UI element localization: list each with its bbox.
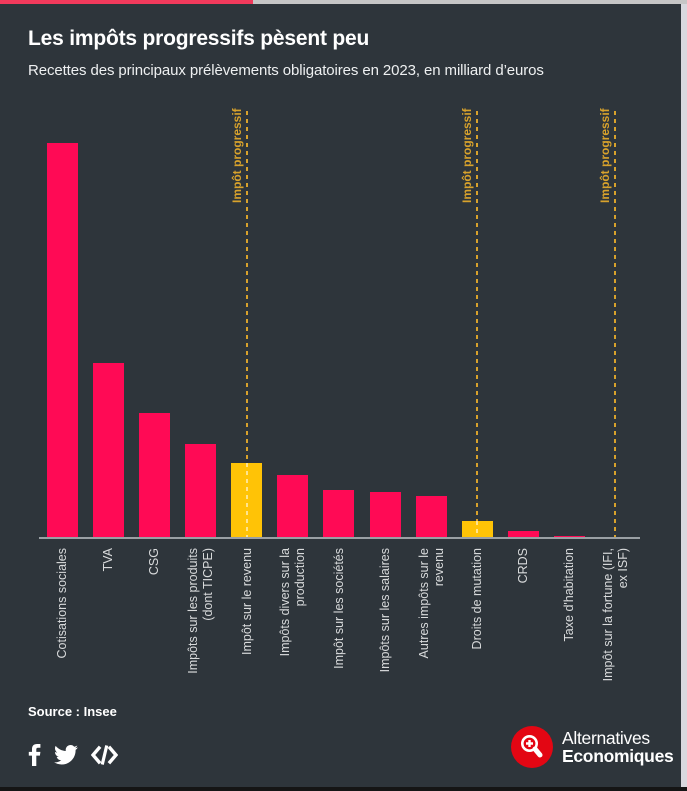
x-tick-label: Taxe d'habitation — [562, 548, 577, 642]
top-bar-gray-segment — [253, 0, 687, 4]
publisher-logo[interactable]: Alternatives Economiques — [511, 726, 674, 768]
logo-text-line1: Alternatives — [562, 728, 650, 748]
bar — [323, 490, 355, 539]
progressive-marker-label: Impôt progressif — [460, 108, 475, 203]
right-edge-strip — [681, 4, 687, 787]
bar — [139, 413, 171, 539]
x-tick-label: Impôt sur les sociétés — [331, 548, 346, 669]
embed-code-icon — [91, 745, 118, 765]
chart-subtitle: Recettes des principaux prélèvements obl… — [28, 62, 544, 79]
x-tick-label: CRDS — [516, 548, 531, 584]
top-bar-pink-segment — [0, 0, 253, 4]
source-label: Source : Insee — [28, 704, 117, 719]
bar — [47, 143, 78, 539]
progressive-marker-line — [245, 111, 248, 539]
chart-title: Les impôts progressifs pèsent peu — [28, 27, 370, 50]
x-axis-line — [39, 537, 640, 539]
x-tick-label: Droits de mutation — [469, 548, 484, 650]
progressive-marker-line-overlay — [476, 521, 479, 539]
x-tick-label: Impôt sur le revenu — [239, 548, 254, 655]
twitter-icon — [54, 745, 78, 765]
x-tick-label: CSG — [147, 548, 162, 576]
progressive-marker-label: Impôt progressif — [229, 108, 244, 203]
bar — [369, 492, 401, 539]
embed-code-button[interactable] — [91, 745, 118, 765]
x-tick-label: TVA — [101, 548, 116, 572]
logo-text-line2: Economiques — [562, 746, 674, 766]
x-tick-label: Impôts divers sur la production — [278, 548, 307, 657]
bar — [93, 363, 125, 539]
x-tick-label: Impôt sur la fortune (IFI, ex ISF) — [600, 548, 630, 682]
progressive-marker-label: Impôt progressif — [598, 108, 613, 203]
bar — [461, 521, 493, 539]
publisher-logo-text: Alternatives Economiques — [562, 728, 674, 766]
bottom-edge-strip — [0, 787, 687, 791]
progressive-marker-line — [614, 111, 617, 539]
social-share-bar — [28, 744, 118, 766]
bar — [507, 531, 539, 539]
facebook-share-button[interactable] — [28, 744, 41, 766]
x-tick-label: Impôts sur les produits (dont TICPE) — [186, 548, 215, 674]
x-tick-label: Impôts sur les salaires — [377, 548, 392, 673]
twitter-share-button[interactable] — [54, 745, 78, 765]
magnifier-logo-icon — [511, 726, 553, 768]
bar — [185, 444, 217, 539]
facebook-icon — [28, 744, 41, 766]
progressive-marker-line-overlay — [245, 463, 248, 539]
x-tick-label: Autres impôts sur le revenu — [416, 548, 446, 659]
bar — [277, 475, 309, 539]
progressive-marker-line — [476, 111, 479, 539]
x-tick-label: Cotisations sociales — [55, 548, 70, 659]
bar — [231, 463, 263, 539]
bar — [415, 496, 447, 539]
